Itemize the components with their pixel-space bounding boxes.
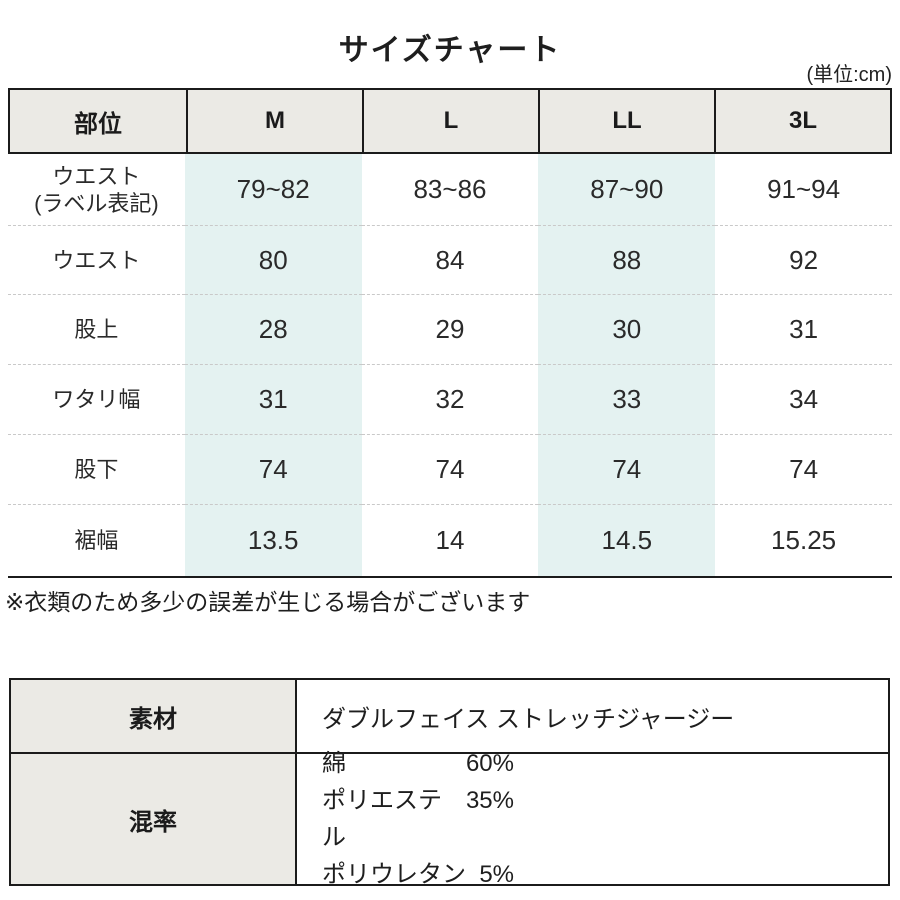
row-label: 股上 <box>8 295 185 365</box>
mixture-item: ポリエステル 35% <box>322 782 514 856</box>
spec-label-material: 素材 <box>11 680 295 752</box>
table-row-thigh: ワタリ幅 31 32 33 34 <box>8 365 892 435</box>
value-cell-m: 80 <box>184 226 362 295</box>
mixture-item: 綿 60% <box>322 745 514 782</box>
mixture-name: ポリウレタン <box>322 861 466 888</box>
value-cell-m: 13.5 <box>184 505 362 576</box>
disclaimer-note: ※衣類のため多少の誤差が生じる場合がございます <box>5 589 531 615</box>
table-row-rise: 股上 28 29 30 31 <box>8 295 892 365</box>
value-cell-ll: 74 <box>538 435 716 505</box>
spec-value-mixture: 綿 60% ポリエステル 35% ポリウレタン 5% <box>295 750 888 888</box>
value-cell-ll: 14.5 <box>538 505 716 576</box>
row-label: ウエスト <box>8 226 185 295</box>
value-cell-3l: 92 <box>715 226 892 295</box>
row-label: 裾幅 <box>74 528 119 553</box>
spec-table: 素材 ダブルフェイス ストレッチジャージー 混率 綿 60% ポリエステル 35… <box>9 678 890 888</box>
size-table-body: ウエスト (ラベル表記) 79~82 83~86 87~90 91~94 ウエス… <box>8 154 892 578</box>
value-cell-l: 14 <box>435 525 465 555</box>
table-row-waist: ウエスト 80 84 88 92 <box>8 226 892 295</box>
mixture-item: ポリウレタン 5% <box>322 856 514 893</box>
value-cell-l: 83~86 <box>361 154 539 226</box>
header-cell-3l: 3L <box>714 90 890 152</box>
row-label: 股下 <box>8 435 185 505</box>
mixture-name: 綿 <box>322 750 346 777</box>
value-cell-l: 74 <box>361 435 539 505</box>
value-cell-3l: 15.25 <box>771 525 837 555</box>
row-label: ワタリ幅 <box>8 365 185 435</box>
value-cell-3l: 74 <box>715 435 892 505</box>
spec-label-mixture: 混率 <box>11 752 295 884</box>
table-row-inseam: 股下 74 74 74 74 <box>8 435 892 505</box>
value-cell-l: 29 <box>361 295 539 365</box>
mixture-pct: 60% <box>465 750 514 777</box>
value-cell-m: 28 <box>184 295 362 365</box>
value-cell-ll: 30 <box>538 295 716 365</box>
spec-value-material: ダブルフェイス ストレッチジャージー <box>295 680 888 752</box>
mixture-pct: 5% <box>479 861 514 888</box>
header-cell-l: L <box>362 90 538 152</box>
header-cell-part: 部位 <box>74 110 122 138</box>
value-cell-m: 31 <box>184 365 362 435</box>
table-row-waist-label: ウエスト (ラベル表記) 79~82 83~86 87~90 91~94 <box>8 154 892 226</box>
value-cell-m: 74 <box>184 435 362 505</box>
header-cell-m: M <box>186 90 362 152</box>
value-cell-3l: 34 <box>715 365 892 435</box>
mixture-pct: 35% <box>465 787 514 814</box>
table-row-hem: 裾幅 13.5 14 14.5 15.25 <box>8 505 892 576</box>
size-table: 部位 M L LL 3L ウエスト (ラベル表記) 79~82 83~86 87… <box>8 88 892 578</box>
value-cell-ll: 88 <box>538 226 716 295</box>
value-cell-3l: 31 <box>715 295 892 365</box>
mixture-name: ポリエステル <box>322 787 442 851</box>
value-cell-ll: 87~90 <box>538 154 716 226</box>
value-cell-m: 79~82 <box>184 154 362 226</box>
size-table-header: 部位 M L LL 3L <box>8 88 892 154</box>
value-cell-l: 32 <box>361 365 539 435</box>
row-label: ウエスト (ラベル表記) <box>8 154 185 226</box>
header-cell-ll: LL <box>538 90 714 152</box>
value-cell-3l: 91~94 <box>715 154 892 226</box>
unit-label: (単位:cm) <box>806 64 892 86</box>
page-title: サイズチャート <box>338 34 562 67</box>
value-cell-ll: 33 <box>538 365 716 435</box>
value-cell-l: 84 <box>361 226 539 295</box>
